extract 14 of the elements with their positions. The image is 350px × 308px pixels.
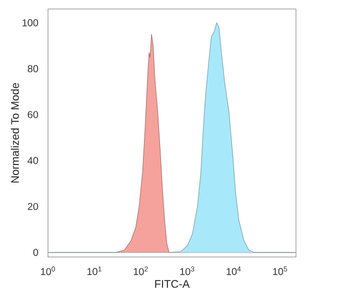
y-tick-label: 20 (28, 202, 38, 210)
x-tick-label: 10$^{3}$ (180, 266, 194, 276)
x-tick-label: 10$^{5}$ (273, 266, 288, 276)
y-axis-title: Normalized To Mode (10, 83, 19, 183)
x-tick-label: 10$^{0}$ (41, 266, 55, 276)
y-tick-label: 100 (22, 19, 38, 26)
x-axis-title: FITC-A (155, 280, 190, 288)
y-tick-label: 60 (28, 111, 38, 118)
y-tick-label: 80 (28, 65, 38, 72)
x-tick-label: 10$^{4}$ (226, 266, 241, 276)
y-tick-label: 0 (33, 248, 38, 256)
x-tick-label: 10$^{2}$ (134, 266, 148, 276)
x-tick-label: 10$^{1}$ (87, 266, 102, 276)
y-tick-label: 40 (28, 157, 38, 164)
